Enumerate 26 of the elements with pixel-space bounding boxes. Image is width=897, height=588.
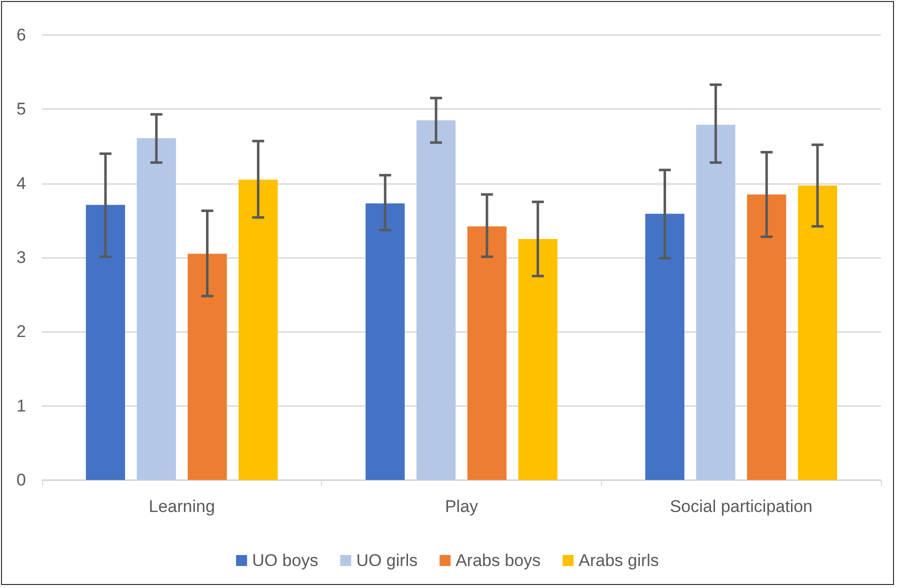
bar bbox=[798, 186, 838, 480]
y-tick-label: 6 bbox=[16, 26, 26, 44]
legend-label: UO boys bbox=[252, 551, 318, 570]
y-tick-label: 3 bbox=[16, 248, 26, 267]
bar bbox=[518, 238, 558, 480]
y-tick-label: 1 bbox=[16, 396, 26, 416]
y-tick-label: 5 bbox=[16, 100, 26, 119]
x-tick-label: Social participation bbox=[670, 497, 813, 516]
bar bbox=[467, 226, 507, 480]
bar bbox=[416, 120, 456, 480]
y-tick-label: 4 bbox=[16, 174, 26, 193]
bar bbox=[366, 203, 405, 480]
legend-label: UO girls bbox=[356, 551, 418, 570]
legend-label: Arabs girls bbox=[578, 551, 659, 570]
bar bbox=[136, 138, 176, 480]
bar bbox=[747, 194, 786, 480]
y-tick-label: 2 bbox=[16, 322, 26, 342]
bar bbox=[188, 254, 227, 480]
legend-label: Arabs boys bbox=[456, 551, 541, 570]
bar bbox=[645, 214, 684, 480]
bar bbox=[238, 180, 278, 480]
bar bbox=[696, 124, 736, 480]
x-tick-label: Learning bbox=[148, 497, 215, 516]
y-tick-label: 0 bbox=[16, 470, 26, 490]
bar bbox=[86, 204, 126, 480]
x-tick-label: Play bbox=[444, 497, 479, 516]
